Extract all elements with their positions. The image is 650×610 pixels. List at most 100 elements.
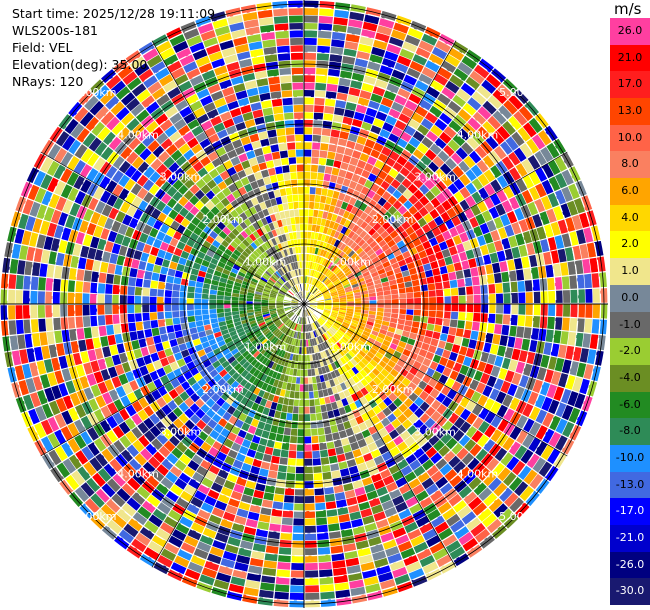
velocity-cell <box>249 134 259 143</box>
velocity-cell <box>157 249 166 258</box>
velocity-cell <box>456 270 464 279</box>
velocity-cell <box>422 298 429 304</box>
velocity-cell <box>250 558 264 567</box>
velocity-cell <box>320 592 335 600</box>
velocity-cell <box>136 322 144 331</box>
velocity-cell <box>319 569 333 577</box>
velocity-cell <box>560 262 569 275</box>
velocity-cell <box>283 173 290 181</box>
velocity-cell <box>269 84 280 92</box>
velocity-cell <box>514 338 523 350</box>
velocity-cell <box>297 369 301 376</box>
velocity-cell <box>253 490 264 499</box>
velocity-cell <box>288 458 296 465</box>
velocity-cell <box>249 41 263 50</box>
velocity-cell <box>458 287 465 295</box>
velocity-cell <box>347 301 354 303</box>
range-ring-label: 2.00km <box>372 213 414 226</box>
velocity-cell <box>362 307 369 311</box>
velocity-cell <box>274 190 281 198</box>
velocity-cell <box>155 343 164 352</box>
velocity-cell <box>224 304 231 308</box>
velocity-cell <box>327 411 334 419</box>
velocity-cell <box>225 312 232 317</box>
velocity-cell <box>127 305 134 314</box>
velocity-cell <box>53 279 61 291</box>
velocity-cell <box>304 157 311 164</box>
velocity-cell <box>307 354 310 361</box>
velocity-cell <box>311 369 315 376</box>
velocity-cell <box>317 173 324 181</box>
velocity-cell <box>282 405 288 413</box>
velocity-cell <box>274 592 289 600</box>
velocity-cell <box>286 135 295 142</box>
velocity-cell <box>335 582 350 591</box>
range-ring-label: 5.00km <box>499 86 541 99</box>
velocity-cell <box>321 457 330 465</box>
velocity-cell <box>143 279 151 287</box>
velocity-cell <box>144 271 152 280</box>
velocity-cell <box>305 526 316 533</box>
velocity-cell <box>290 391 295 398</box>
colorbar-tick-label: -10.0 <box>610 451 650 464</box>
velocity-cell <box>314 113 324 121</box>
velocity-cell <box>443 311 450 318</box>
velocity-cell <box>547 278 555 291</box>
velocity-cell <box>526 304 533 315</box>
velocity-cell <box>558 345 567 359</box>
velocity-cell <box>224 300 231 304</box>
velocity-cell <box>68 293 75 304</box>
velocity-cell <box>325 494 335 502</box>
velocity-cell <box>451 296 458 304</box>
velocity-cell <box>304 384 308 391</box>
velocity-cell <box>501 272 509 283</box>
velocity-cell <box>316 188 322 196</box>
velocity-cell <box>434 325 442 333</box>
velocity-cell <box>470 331 478 340</box>
velocity-cell <box>296 157 303 164</box>
velocity-cell <box>285 120 294 128</box>
velocity-cell <box>217 300 224 304</box>
velocity-cell <box>294 496 304 503</box>
velocity-cell <box>322 464 331 472</box>
velocity-cell <box>331 129 340 137</box>
velocity-cell <box>322 412 329 420</box>
velocity-cell <box>413 286 421 292</box>
velocity-cell <box>412 321 420 328</box>
velocity-cell <box>259 514 271 523</box>
velocity-cell <box>45 305 52 317</box>
velocity-cell <box>369 311 376 315</box>
velocity-cell <box>313 120 322 127</box>
velocity-cell <box>304 407 309 414</box>
velocity-cell <box>327 76 339 84</box>
velocity-cell <box>421 310 428 316</box>
velocity-cell <box>296 232 300 239</box>
velocity-cell <box>413 316 421 322</box>
velocity-cell <box>562 276 570 289</box>
velocity-cell <box>293 526 304 533</box>
velocity-cell <box>362 301 369 304</box>
velocity-cell <box>292 414 298 421</box>
velocity-cell <box>259 468 269 477</box>
colorbar-tick-label: -8.0 <box>610 424 650 437</box>
velocity-cell <box>272 152 280 160</box>
velocity-cell <box>129 268 137 277</box>
velocity-cell <box>590 258 599 273</box>
velocity-cell <box>254 304 261 306</box>
velocity-cell <box>429 304 436 310</box>
velocity-cell <box>296 142 304 149</box>
velocity-cell <box>304 53 316 60</box>
velocity-cell <box>307 247 310 254</box>
velocity-cell <box>16 275 24 289</box>
colorbar-unit: m/s <box>614 0 641 18</box>
velocity-cell <box>470 267 478 276</box>
velocity-cell <box>370 304 377 308</box>
velocity-cell <box>106 274 114 284</box>
velocity-cell <box>309 195 315 202</box>
velocity-cell <box>8 290 15 304</box>
velocity-cell <box>250 466 260 475</box>
velocity-cell <box>128 323 136 332</box>
velocity-cell <box>112 295 119 304</box>
velocity-cell <box>304 135 312 142</box>
velocity-cell <box>313 384 318 391</box>
